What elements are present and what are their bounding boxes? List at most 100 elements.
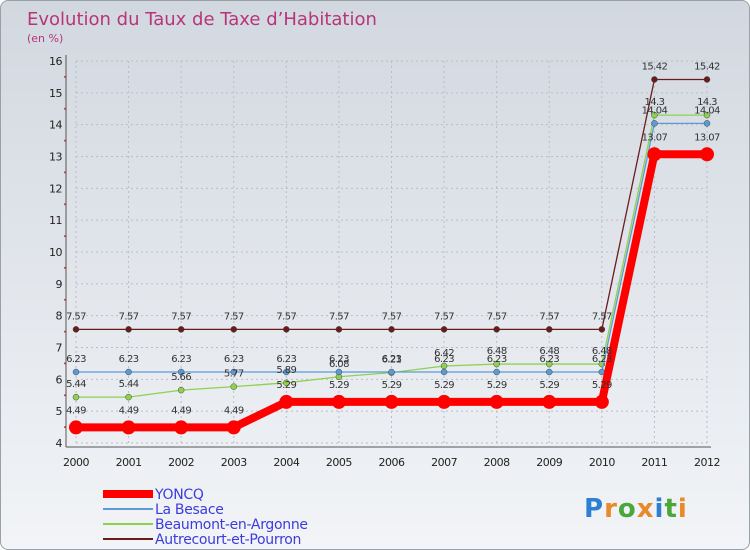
data-label: 4.49 [224, 405, 244, 416]
data-label: 5.29 [276, 380, 296, 391]
data-point [125, 368, 132, 376]
data-label: 7.57 [329, 311, 349, 322]
logo-letter: i [655, 494, 665, 524]
data-label: 5.44 [66, 379, 86, 390]
y-tick-label: 9 [56, 278, 63, 291]
x-tick-label: 2000 [63, 456, 89, 469]
data-point [125, 393, 132, 401]
proxiti-logo: Proxiti [584, 494, 688, 524]
data-label: 6.23 [487, 354, 507, 365]
data-label: 7.57 [487, 311, 507, 322]
data-label: 5.29 [434, 380, 454, 391]
data-label: 6.23 [329, 354, 349, 365]
data-label: 7.57 [592, 311, 612, 322]
data-point [703, 111, 711, 119]
data-point [546, 360, 553, 368]
data-label: 5.44 [119, 379, 139, 390]
data-label: 7.57 [66, 311, 86, 322]
y-tick-label: 7 [56, 342, 63, 355]
data-label: 4.49 [66, 405, 86, 416]
data-point [703, 76, 711, 83]
grid-lines [75, 60, 708, 444]
data-point [335, 368, 343, 376]
data-point [72, 326, 80, 333]
data-point [388, 368, 395, 376]
data-label: 5.29 [382, 380, 402, 391]
y-tick-label: 13 [49, 151, 62, 164]
x-tick-label: 2003 [221, 456, 247, 469]
data-point [230, 383, 237, 390]
data-point [177, 386, 185, 394]
logo-letter: P [584, 494, 604, 524]
logo-letter: x [637, 494, 655, 524]
data-point [230, 326, 237, 333]
series-autrecourt-et-pourron [72, 76, 711, 333]
series-layer [69, 76, 714, 435]
logo-letter: r [604, 494, 618, 524]
data-label: 6.08 [329, 359, 349, 370]
data-label: 5.29 [329, 380, 349, 391]
data-label: 6.23 [434, 354, 454, 365]
data-point [647, 147, 662, 162]
data-label: 5.29 [539, 380, 559, 391]
x-tick-label: 2001 [116, 456, 142, 469]
data-point [542, 394, 557, 409]
data-point [493, 326, 500, 333]
data-point [384, 394, 399, 409]
data-label: 6.42 [434, 348, 454, 359]
data-label: 7.57 [171, 311, 191, 322]
data-label: 6.23 [119, 354, 139, 365]
data-label: 13.07 [694, 132, 720, 143]
data-label: 7.57 [382, 311, 402, 322]
data-point [651, 120, 658, 127]
legend-label-autrecourt-et-pourron: Autrecourt-et-Pourron [155, 532, 301, 548]
data-point [125, 326, 132, 333]
data-label: 6.48 [592, 346, 612, 357]
data-point [279, 394, 294, 409]
x-tick-label: 2008 [484, 456, 510, 469]
data-label: 7.57 [119, 311, 139, 322]
data-point [283, 326, 290, 333]
y-tick-label: 16 [49, 55, 62, 68]
data-label: 6.23 [382, 354, 402, 365]
data-point [489, 394, 504, 409]
legend-label-la-besace: La Besace [155, 502, 224, 518]
data-label: 6.48 [539, 346, 559, 357]
data-point [493, 368, 500, 376]
data-point [283, 379, 290, 387]
data-label: 15.42 [642, 61, 668, 72]
data-label: 7.57 [224, 311, 244, 322]
data-point [69, 420, 83, 435]
data-label: 14.04 [642, 105, 668, 116]
series-yoncq [69, 147, 714, 435]
y-tick-label: 5 [56, 405, 63, 418]
data-point [174, 420, 189, 435]
data-point [651, 111, 658, 119]
data-point [72, 393, 80, 401]
data-point [651, 76, 658, 83]
data-labels: 7.57 7.57 7.57 7.57 7.57 7.57 7.57 7.57 7.57 7.57… [66, 61, 721, 416]
data-label: 6.21 [382, 355, 402, 366]
data-label: 5.89 [276, 365, 296, 376]
axes: 4 5 6 7 8 9 10 11 12 13 14 15 16 2000 2001 2002 2003 2004… [49, 55, 721, 469]
data-point [594, 394, 609, 409]
series-la-besace [72, 120, 711, 376]
data-label: 6.23 [539, 354, 559, 365]
y-tick-label: 12 [49, 182, 62, 195]
data-label: 6.48 [487, 346, 507, 357]
data-point [703, 120, 711, 127]
data-label: 14.04 [694, 105, 720, 116]
data-label: 15.42 [694, 61, 720, 72]
data-point [493, 360, 500, 368]
x-tick-label: 2009 [536, 456, 562, 469]
data-label: 4.49 [119, 405, 139, 416]
y-tick-label: 8 [56, 310, 63, 323]
data-point [440, 368, 448, 376]
data-label: 13.07 [642, 132, 668, 143]
data-point [440, 326, 448, 333]
y-tick-label: 6 [56, 373, 63, 386]
data-point [331, 394, 346, 409]
data-label: 7.57 [434, 311, 454, 322]
data-label: 6.23 [276, 354, 296, 365]
